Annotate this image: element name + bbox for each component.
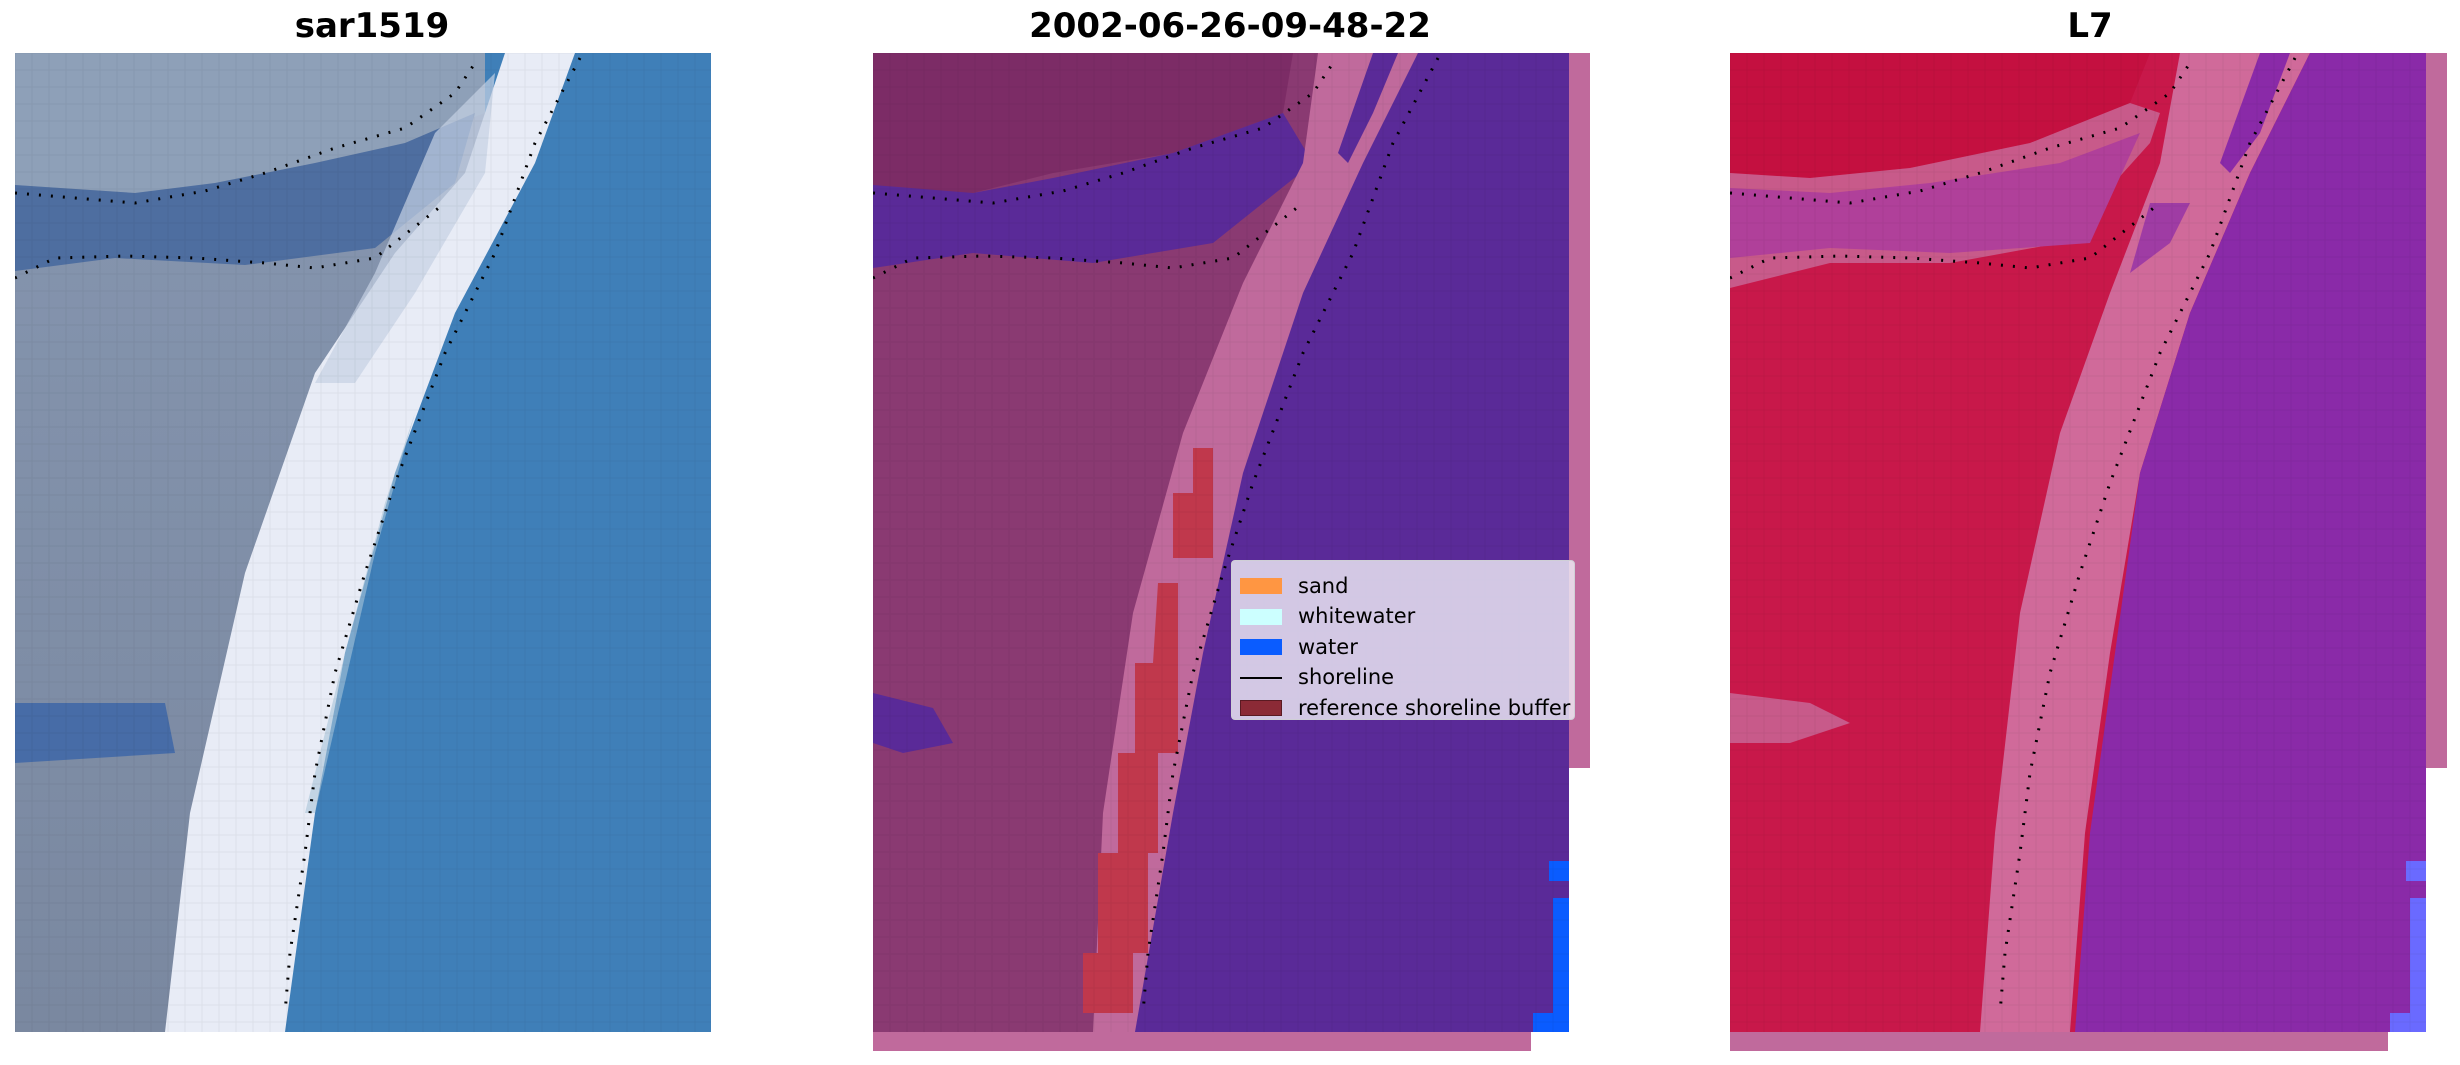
legend-item-whitewater: whitewater — [1240, 602, 1574, 633]
rgb-image — [15, 53, 711, 1032]
legend-swatch-reference-buffer — [1240, 700, 1282, 717]
legend-item-reference-buffer: reference shoreline buffer — [1240, 693, 1574, 724]
legend-label: sand — [1298, 573, 1349, 598]
legend-item-water: water — [1240, 632, 1574, 663]
legend-label: shoreline — [1298, 665, 1395, 690]
legend-item-sand: sand — [1240, 571, 1574, 602]
legend-label: whitewater — [1298, 604, 1416, 629]
legend-label: water — [1298, 634, 1358, 659]
legend-item-shoreline: shoreline — [1240, 663, 1574, 694]
legend-swatch-water — [1240, 639, 1282, 656]
legend-swatch-whitewater — [1240, 608, 1282, 625]
rgb-image-panel — [15, 53, 711, 1032]
panel-title-rgb: sar1519 — [294, 6, 450, 46]
index-image — [1730, 53, 2447, 1051]
legend-swatch-sand — [1240, 578, 1282, 595]
panel-title-index: L7 — [2067, 6, 2113, 46]
classification-panel — [873, 53, 1590, 1051]
legend-swatch-shoreline — [1240, 676, 1282, 679]
index-panel — [1730, 53, 2447, 1051]
legend-label: reference shoreline buffer — [1298, 695, 1571, 720]
classification-image — [873, 53, 1590, 1051]
panel-title-classification: 2002-06-26-09-48-22 — [1029, 6, 1431, 46]
legend: sand whitewater water shoreline referenc… — [1231, 560, 1575, 720]
